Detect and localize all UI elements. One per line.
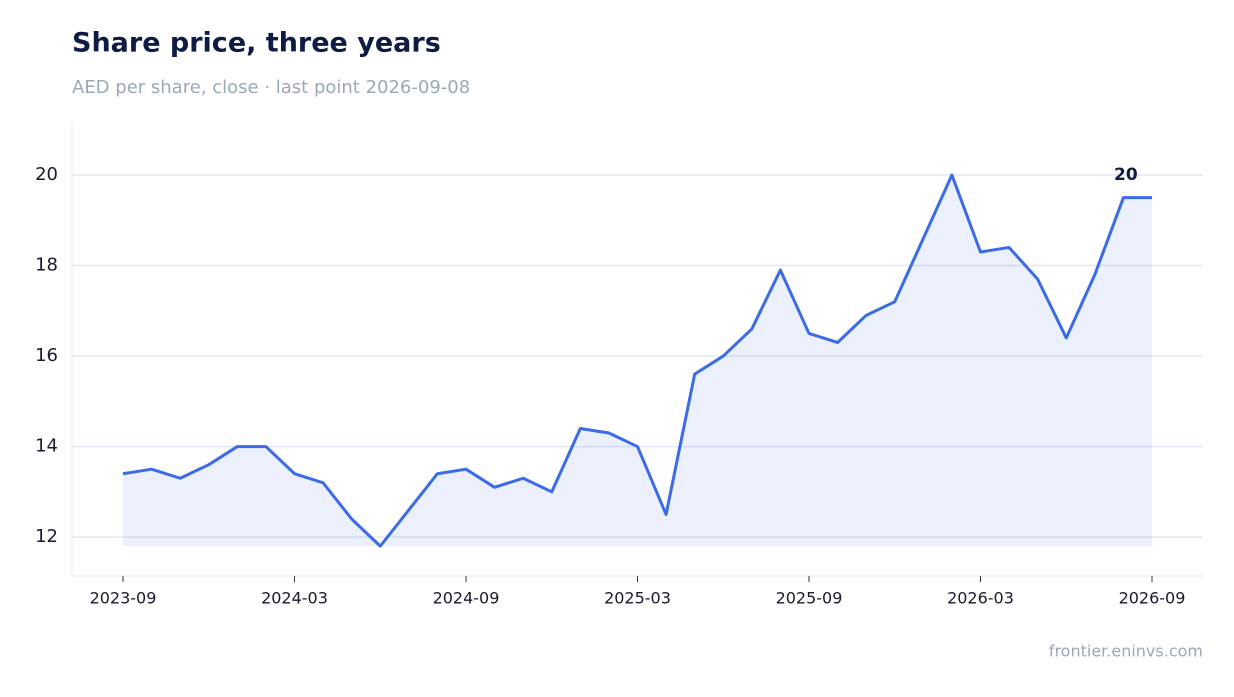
line [122, 173, 1152, 548]
x-tick-label: 2025-09 [776, 589, 843, 608]
x-tick-label: 2025-03 [604, 589, 671, 608]
chart-title: Share price, three years [72, 28, 441, 59]
x-tick-label: 2024-03 [261, 589, 328, 608]
x-tick-label: 2024-09 [433, 589, 500, 608]
x-tick-label: 2026-03 [947, 589, 1014, 608]
y-tick-label: 16 [35, 345, 58, 366]
y-tick-label: 18 [35, 255, 58, 276]
y-tick-label: 14 [35, 436, 58, 457]
y-tick-label: 12 [35, 526, 58, 547]
chart-subtitle: AED per share, close · last point 2026-0… [72, 77, 470, 98]
x-tick-label: 2026-09 [1119, 589, 1186, 608]
annotation: 20 [1114, 165, 1138, 185]
x-tick-label: 2023-09 [90, 589, 157, 608]
source: frontier.eninvs.com [1049, 642, 1203, 661]
y-tick-label: 20 [35, 164, 58, 185]
area [123, 175, 1152, 547]
